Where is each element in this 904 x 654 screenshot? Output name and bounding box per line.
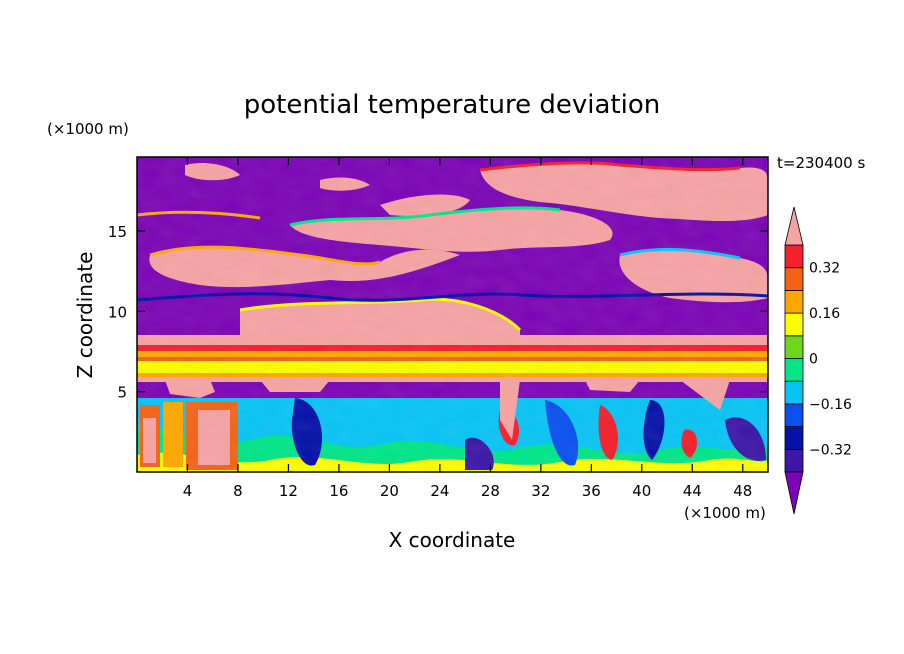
heatmap-field bbox=[137, 157, 768, 472]
x-tick-label: 12 bbox=[279, 482, 298, 500]
x-tick-label: 16 bbox=[329, 482, 348, 500]
colorbar-extend-max bbox=[784, 206, 804, 246]
x-tick-label: 24 bbox=[430, 482, 449, 500]
x-tick-label: 40 bbox=[632, 482, 651, 500]
field-texture bbox=[137, 157, 768, 472]
colorbar-segment bbox=[784, 244, 804, 269]
colorbar: 0.32 0.16 0 −0.16 −0.32 bbox=[784, 206, 852, 515]
y-tick-label: 10 bbox=[108, 303, 127, 321]
colorbar-segment bbox=[784, 448, 804, 473]
colorbar-tick-label: 0.16 bbox=[809, 306, 840, 322]
colorbar-segment bbox=[784, 358, 804, 382]
x-axis-ticks: 4 8 12 16 20 24 28 32 36 40 44 48 bbox=[183, 157, 752, 500]
x-unit-label: (×1000 m) bbox=[684, 504, 766, 522]
plot-frame bbox=[136, 156, 769, 473]
y-tick-label: 5 bbox=[117, 384, 127, 402]
y-axis-label: Z coordinate bbox=[73, 252, 97, 379]
colorbar-tick-label: 0.32 bbox=[809, 261, 840, 277]
x-tick-label: 32 bbox=[531, 482, 550, 500]
x-tick-label: 48 bbox=[733, 482, 752, 500]
x-tick-label: 20 bbox=[380, 482, 399, 500]
y-axis-ticks: 5 10 15 bbox=[108, 223, 768, 402]
x-tick-label: 28 bbox=[481, 482, 500, 500]
colorbar-segment bbox=[784, 312, 804, 337]
chart-title: potential temperature deviation bbox=[244, 90, 660, 120]
x-tick-label: 36 bbox=[582, 482, 601, 500]
x-tick-label: 8 bbox=[233, 482, 243, 500]
colorbar-tick-label: 0 bbox=[809, 352, 818, 368]
x-tick-label: 4 bbox=[183, 482, 193, 500]
colorbar-segment bbox=[784, 335, 804, 359]
colorbar-segment bbox=[784, 289, 804, 314]
colorbar-segment bbox=[784, 267, 804, 291]
time-label: t=230400 s bbox=[777, 154, 865, 172]
colorbar-tick-label: −0.32 bbox=[809, 442, 852, 458]
colorbar-extend-min bbox=[784, 471, 804, 515]
y-tick-label: 15 bbox=[108, 223, 127, 241]
colorbar-tick-label: −0.16 bbox=[809, 397, 852, 413]
x-axis-label: X coordinate bbox=[389, 528, 516, 552]
x-tick-label: 44 bbox=[683, 482, 702, 500]
colorbar-segment bbox=[784, 380, 804, 405]
colorbar-segment bbox=[784, 426, 804, 450]
colorbar-segment bbox=[784, 403, 804, 427]
y-unit-label: (×1000 m) bbox=[47, 120, 129, 138]
